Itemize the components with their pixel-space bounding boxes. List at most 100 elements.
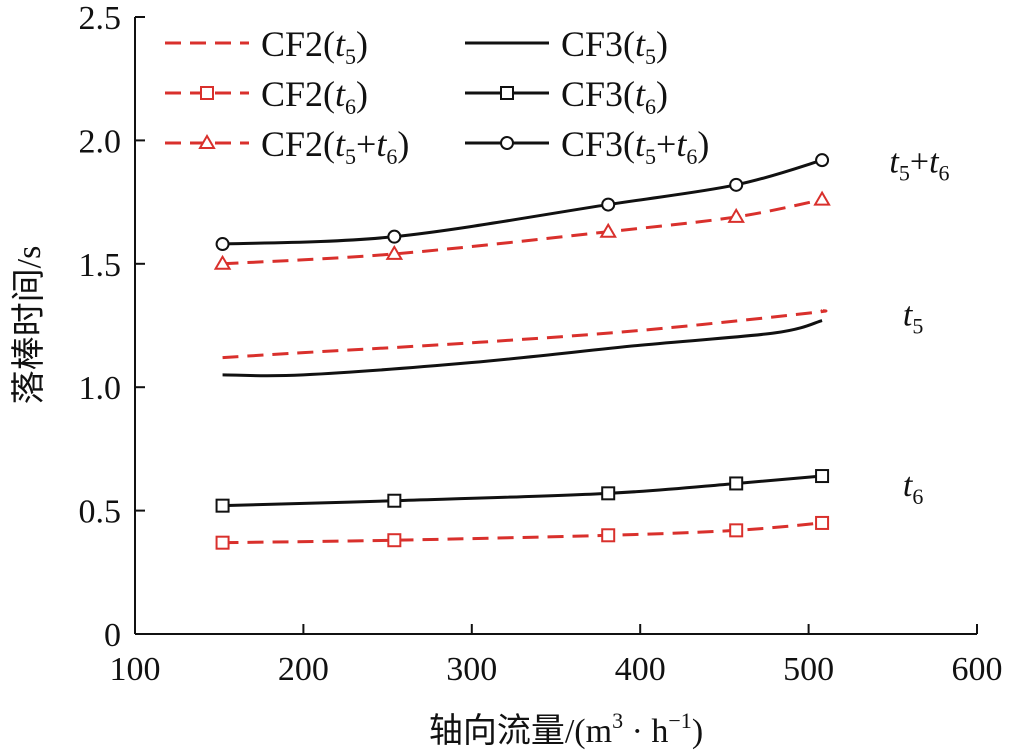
series-4	[215, 469, 830, 513]
annotation-var: t	[929, 143, 940, 180]
y-tick-label: 2.5	[79, 0, 122, 37]
legend-label-end: )	[356, 24, 368, 64]
y-tick-label: 1.5	[79, 247, 122, 284]
legend-label-base: CF2(	[261, 24, 335, 64]
legend-label: CF2(t5)	[261, 24, 368, 69]
y-axis-label: 落棒时间/s	[10, 246, 48, 405]
legend-item: CF2(t6)	[165, 74, 368, 119]
data-point	[601, 197, 616, 212]
data-point	[815, 469, 830, 484]
y-tick-label: 2.0	[79, 123, 122, 160]
legend-label: CF3(t5)	[561, 24, 668, 69]
x-tick-label: 100	[110, 651, 161, 688]
x-tick-label: 200	[278, 651, 329, 688]
series-line	[222, 158, 823, 246]
data-point	[729, 476, 744, 491]
data-point	[213, 254, 232, 270]
legend-label-end: )	[397, 124, 409, 164]
legend-swatch-marker	[500, 136, 514, 150]
legend-label-plus: +	[656, 124, 676, 164]
legend-label-base: CF2(	[261, 74, 335, 114]
legend-label-var: t	[335, 24, 346, 64]
legend-label-var: t	[635, 74, 646, 114]
annotation-index: 6	[912, 484, 923, 509]
legend-label-end: )	[356, 74, 368, 114]
legend-item: CF2(t5+t6)	[165, 124, 409, 169]
legend-label-index: 6	[386, 144, 397, 169]
y-tick-label: 0.5	[79, 494, 122, 531]
x-axis-label: 轴向流量/(m3 · h−1)	[429, 708, 703, 750]
legend-label: CF3(t5+t6)	[561, 124, 709, 169]
x-axis-label-sup2: −1	[668, 708, 691, 733]
data-point	[215, 498, 230, 513]
data-point	[385, 244, 404, 260]
annotation-var: t	[903, 467, 914, 504]
annotation-var: t	[889, 143, 900, 180]
legend-swatch-marker	[500, 86, 514, 100]
x-tick-label: 500	[783, 651, 834, 688]
series-5	[215, 153, 830, 252]
legend-item: CF2(t5)	[165, 24, 368, 69]
series-line	[222, 198, 823, 266]
x-tick-label: 300	[446, 651, 497, 688]
curve-annotation: t6	[903, 467, 923, 509]
legend-label-index: 6	[345, 94, 356, 119]
series-1	[215, 515, 830, 550]
data-point	[599, 222, 617, 238]
data-point	[815, 515, 830, 530]
data-point	[813, 190, 831, 206]
legend-label-end: )	[656, 24, 668, 64]
series-3	[222, 319, 823, 378]
series-2	[213, 190, 831, 270]
data-point	[601, 486, 616, 501]
series-line	[222, 521, 823, 545]
legend-label-index: 5	[645, 44, 656, 69]
y-axis-ticks: 0 0.5 1.0 1.5 2.0 2.5	[79, 0, 145, 654]
legend-label-index: 5	[645, 144, 656, 169]
series-line	[222, 474, 823, 508]
annotation-index: 5	[912, 314, 923, 339]
data-point	[387, 229, 402, 244]
annotation-index: 5	[899, 160, 910, 185]
legend-label-base: CF3(	[561, 74, 635, 114]
x-axis-label-suffix: )	[692, 713, 703, 750]
annotation-plus: +	[910, 143, 929, 180]
legend-label-var: t	[335, 74, 346, 114]
data-point	[387, 493, 402, 508]
series-line	[222, 319, 823, 378]
legend-label-plus: +	[356, 124, 376, 164]
plot-frame	[134, 17, 977, 635]
legend-label-end: )	[656, 74, 668, 114]
series-0	[222, 309, 828, 360]
legend-label-base: CF3(	[561, 124, 635, 164]
x-axis-ticks: 100 200 300 400 500 600	[110, 624, 1003, 688]
annotation-var: t	[903, 297, 914, 334]
data-point	[387, 533, 402, 548]
legend-label: CF3(t6)	[561, 74, 668, 119]
x-tick-label: 400	[615, 651, 666, 688]
x-axis-label-prefix: 轴向流量/(m	[429, 712, 612, 750]
legend-swatch-marker	[198, 134, 216, 149]
x-tick-label: 600	[952, 651, 1003, 688]
data-point	[727, 207, 745, 223]
legend-item: CF3(t6)	[465, 74, 668, 119]
legend-label-index: 5	[345, 44, 356, 69]
curve-annotation: t5+t6	[889, 143, 949, 185]
data-point	[815, 153, 830, 168]
legend-label-var: t	[376, 124, 387, 164]
legend-item: CF3(t5)	[465, 24, 668, 69]
legend-label-index: 6	[686, 144, 697, 169]
legend-label: CF2(t5+t6)	[261, 124, 409, 169]
data-point	[215, 535, 230, 550]
legend-label-var: t	[635, 124, 646, 164]
annotation-index: 6	[939, 160, 950, 185]
legend-item: CF3(t5+t6)	[465, 124, 709, 169]
legend-label-index: 6	[645, 94, 656, 119]
legend-label-index: 5	[345, 144, 356, 169]
legend: CF2(t5) CF3(t5)CF2(t6) CF3(t6)CF2(t5+t6) CF…	[165, 24, 709, 169]
data-point	[215, 237, 230, 252]
series-layer	[213, 153, 831, 550]
data-point	[729, 523, 744, 538]
